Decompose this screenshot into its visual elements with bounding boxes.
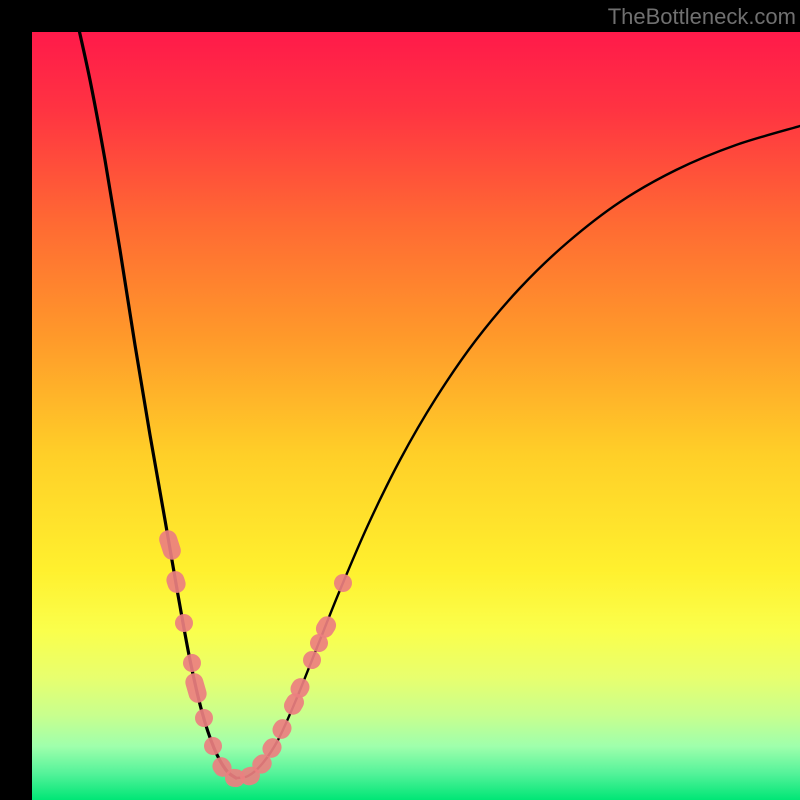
data-marker xyxy=(183,671,209,705)
data-marker xyxy=(173,612,195,634)
v-curve xyxy=(0,0,800,800)
data-marker xyxy=(331,571,356,596)
data-marker xyxy=(181,652,203,674)
data-marker xyxy=(201,734,225,758)
watermark: TheBottleneck.com xyxy=(608,4,796,30)
data-marker xyxy=(157,528,183,562)
curve-right-branch xyxy=(236,126,800,778)
data-marker xyxy=(164,569,188,595)
data-marker xyxy=(192,706,215,729)
marker-layer xyxy=(157,528,356,788)
curve-left-branch xyxy=(75,12,236,778)
